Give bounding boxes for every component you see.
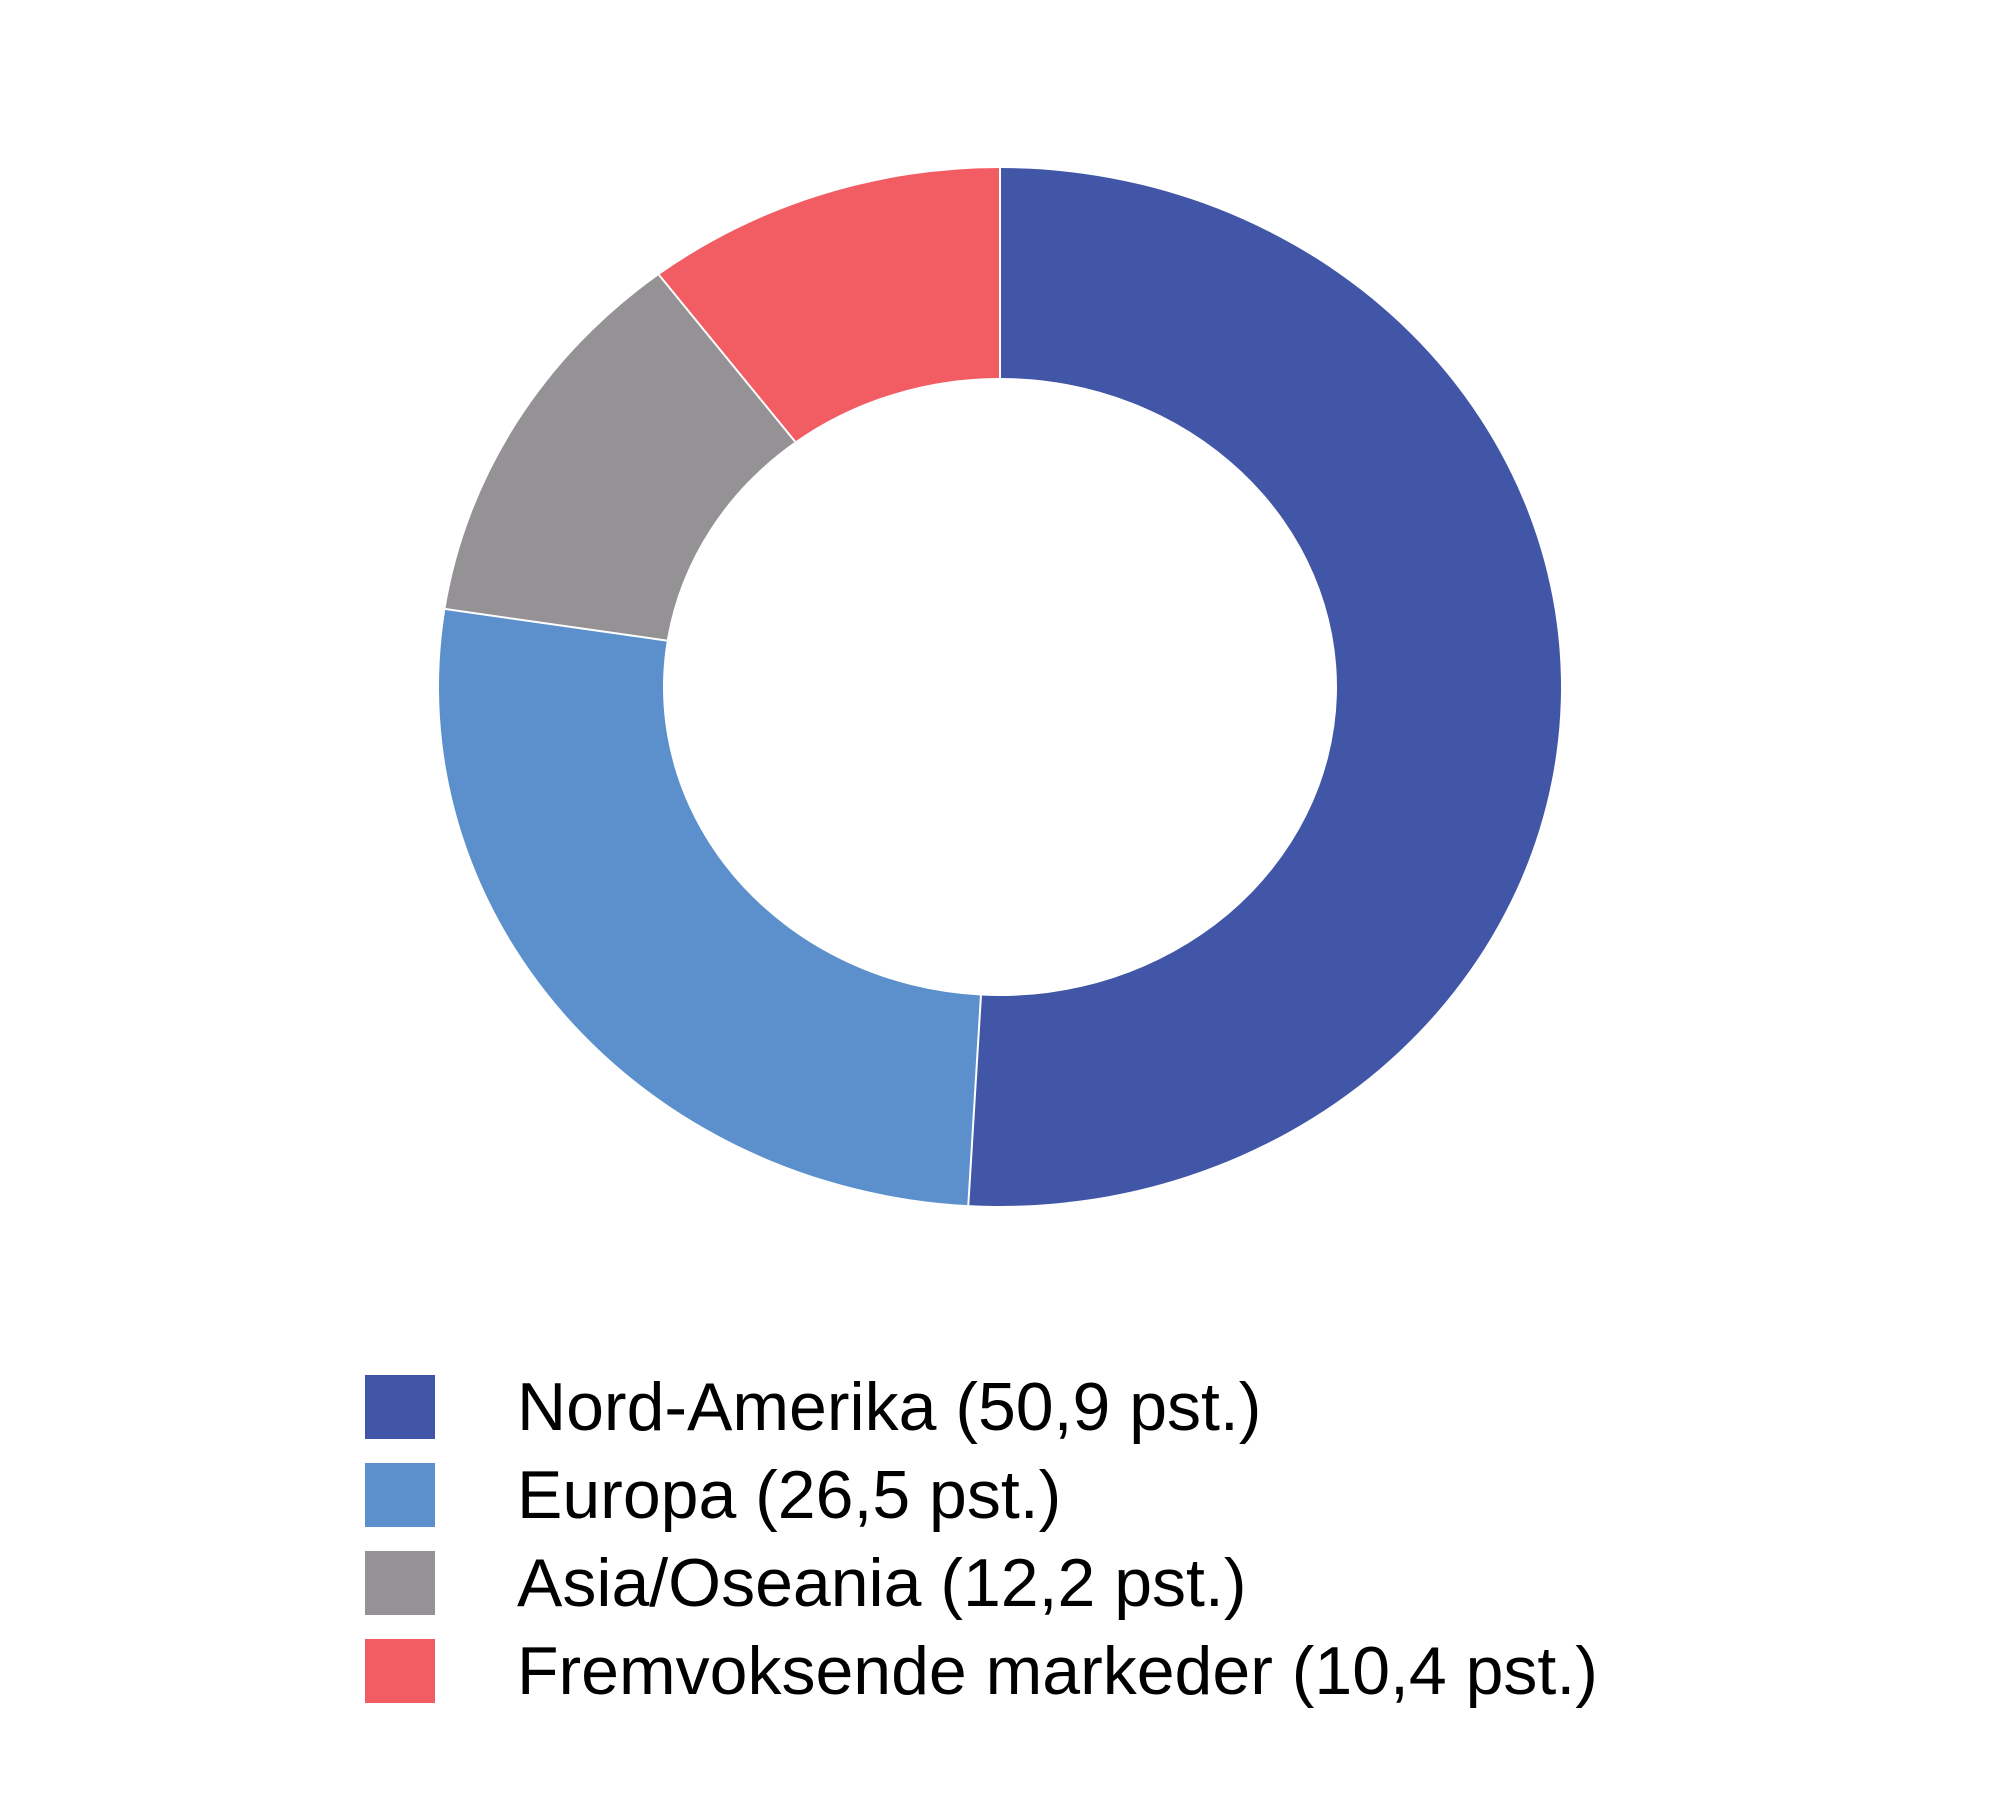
legend-label: Fremvoksende markeder (10,4 pst.) <box>517 1633 1598 1709</box>
legend-label: Asia/Oseania (12,2 pst.) <box>517 1545 1247 1621</box>
legend-row: Nord-Amerika (50,9 pst.) <box>365 1369 1598 1445</box>
legend-label: Europa (26,5 pst.) <box>517 1457 1062 1533</box>
legend-swatch-asia-oseania <box>365 1551 435 1615</box>
donut-segment-asia-oseania <box>445 274 796 641</box>
donut-segment-fremvoksende-markeder <box>658 168 1000 442</box>
legend-label: Nord-Amerika (50,9 pst.) <box>517 1369 1262 1445</box>
legend-swatch-nord-amerika <box>365 1375 435 1439</box>
segment-separator <box>658 274 796 443</box>
legend-row: Europa (26,5 pst.) <box>365 1457 1598 1533</box>
donut-segment-nord-amerika <box>968 168 1562 1206</box>
segment-separator <box>967 995 982 1206</box>
donut-segment-europa <box>438 609 981 1206</box>
segment-separator <box>445 608 667 642</box>
legend-row: Fremvoksende markeder (10,4 pst.) <box>365 1633 1598 1709</box>
legend: Nord-Amerika (50,9 pst.) Europa (26,5 ps… <box>365 1369 1598 1709</box>
donut-chart <box>438 168 1562 1206</box>
legend-swatch-europa <box>365 1463 435 1527</box>
legend-row: Asia/Oseania (12,2 pst.) <box>365 1545 1598 1621</box>
legend-swatch-fremvoksende-markeder <box>365 1639 435 1703</box>
